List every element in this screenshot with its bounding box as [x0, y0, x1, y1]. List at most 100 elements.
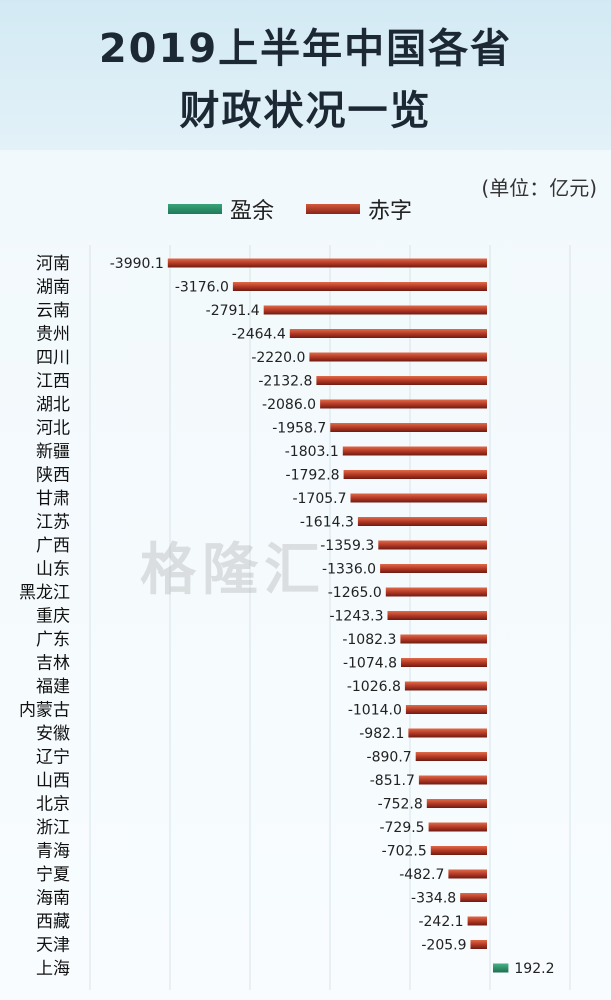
- data-label: -3990.1: [110, 256, 164, 272]
- deficit-bar: [232, 282, 487, 291]
- data-label: -2220.0: [251, 350, 305, 366]
- category-label: 内蒙古: [19, 701, 70, 721]
- data-label: -851.7: [370, 773, 415, 789]
- category-label: 黑龙江: [19, 583, 70, 603]
- deficit-bar: [430, 846, 487, 855]
- deficit-bar: [400, 634, 487, 644]
- category-label: 青海: [36, 842, 70, 862]
- legend-swatch-surplus: [168, 204, 222, 214]
- data-label: -242.1: [418, 914, 463, 930]
- deficit-bar: [408, 728, 487, 738]
- category-label: 安徽: [36, 724, 70, 744]
- bars: [167, 258, 509, 973]
- data-label: -1359.3: [320, 538, 374, 554]
- data-label: -2086.0: [262, 397, 316, 413]
- data-label: -3176.0: [175, 280, 229, 296]
- data-label: -1243.3: [329, 609, 383, 625]
- category-label: 广西: [36, 536, 70, 556]
- data-label: -1958.7: [272, 421, 326, 437]
- data-label: -1792.8: [286, 468, 340, 484]
- header-banner: 2019上半年中国各省 财政状况一览: [0, 0, 611, 150]
- category-label: 辽宁: [36, 748, 70, 768]
- legend-label-surplus: 盈余: [230, 199, 275, 224]
- category-label: 上海: [36, 959, 70, 979]
- deficit-bar: [263, 305, 487, 315]
- category-label: 云南: [36, 301, 70, 321]
- deficit-bar: [289, 329, 487, 338]
- deficit-bar: [330, 423, 487, 432]
- category-label: 天津: [36, 936, 70, 956]
- data-label: -1336.0: [322, 562, 376, 578]
- deficit-bar: [378, 540, 487, 550]
- deficit-bar: [418, 775, 487, 785]
- category-label: 甘肃: [36, 489, 70, 509]
- data-label: -1074.8: [343, 656, 397, 672]
- category-label: 宁夏: [36, 865, 70, 885]
- data-label: -1082.3: [342, 632, 396, 648]
- deficit-bar: [415, 752, 487, 761]
- deficit-bar: [405, 705, 487, 714]
- data-label: -2464.4: [232, 327, 286, 343]
- deficit-bar: [320, 399, 487, 409]
- category-labels: 河南湖南云南贵州四川江西湖北河北新疆陕西甘肃江苏广西山东黑龙江重庆广东吉林福建内…: [19, 254, 70, 979]
- category-label: 福建: [36, 677, 70, 697]
- data-label: -205.9: [421, 938, 466, 954]
- category-label: 江苏: [36, 513, 70, 533]
- category-label: 山东: [36, 560, 70, 580]
- data-label: -1705.7: [292, 491, 346, 507]
- deficit-bar: [401, 658, 487, 667]
- deficit-bar: [428, 822, 487, 832]
- legend-swatch-deficit: [306, 204, 360, 214]
- data-label: -2132.8: [258, 374, 312, 390]
- deficit-bar: [426, 799, 487, 808]
- data-label: 192.2: [514, 961, 554, 977]
- deficit-bar: [309, 352, 487, 362]
- data-label: -1014.0: [348, 703, 402, 719]
- deficit-bar: [343, 470, 487, 479]
- category-label: 重庆: [36, 607, 70, 627]
- category-label: 河北: [36, 419, 70, 439]
- deficit-bar: [316, 376, 487, 385]
- category-label: 湖北: [36, 395, 70, 415]
- deficit-bar: [467, 916, 487, 926]
- legend-item-surplus: 盈余: [168, 197, 274, 224]
- data-label: -729.5: [379, 820, 424, 836]
- deficit-bar: [167, 258, 488, 268]
- deficit-bar: [357, 517, 487, 526]
- value-labels: -3990.1 -3176.0 -2791.4 -2464.4 -2220.0 -2132…: [110, 256, 555, 977]
- deficit-bar: [387, 611, 487, 620]
- watermark-text: 格隆汇: [140, 538, 326, 603]
- category-label: 湖南: [36, 278, 70, 298]
- category-label: 贵州: [36, 325, 70, 345]
- data-label: -334.8: [411, 891, 456, 907]
- data-label: -1803.1: [285, 444, 339, 460]
- deficit-bar: [380, 564, 487, 573]
- legend-label-deficit: 赤字: [368, 199, 413, 224]
- deficit-bar: [448, 869, 487, 879]
- chart-title-line-1: 2019上半年中国各省: [98, 26, 513, 72]
- data-label: -1265.0: [328, 585, 382, 601]
- deficit-bar: [470, 940, 487, 949]
- data-label: -982.1: [359, 726, 404, 742]
- data-label: -2791.4: [206, 303, 260, 319]
- data-label: -702.5: [382, 844, 427, 860]
- category-label: 吉林: [36, 654, 70, 674]
- data-label: -752.8: [378, 797, 423, 813]
- deficit-bar: [385, 587, 487, 597]
- data-label: -1614.3: [300, 515, 354, 531]
- surplus-bar: [493, 963, 509, 973]
- chart-title-line-2: 财政状况一览: [179, 88, 432, 134]
- category-label: 陕西: [36, 466, 70, 486]
- deficit-bar: [460, 893, 487, 902]
- category-label: 海南: [36, 889, 70, 909]
- category-label: 山西: [36, 771, 70, 791]
- category-label: 广东: [36, 630, 70, 650]
- deficit-bar: [342, 446, 487, 456]
- category-label: 四川: [36, 348, 70, 368]
- category-label: 浙江: [36, 818, 70, 838]
- unit-label: (单位：亿元): [481, 176, 597, 200]
- data-label: -1026.8: [347, 679, 401, 695]
- data-label: -890.7: [367, 750, 412, 766]
